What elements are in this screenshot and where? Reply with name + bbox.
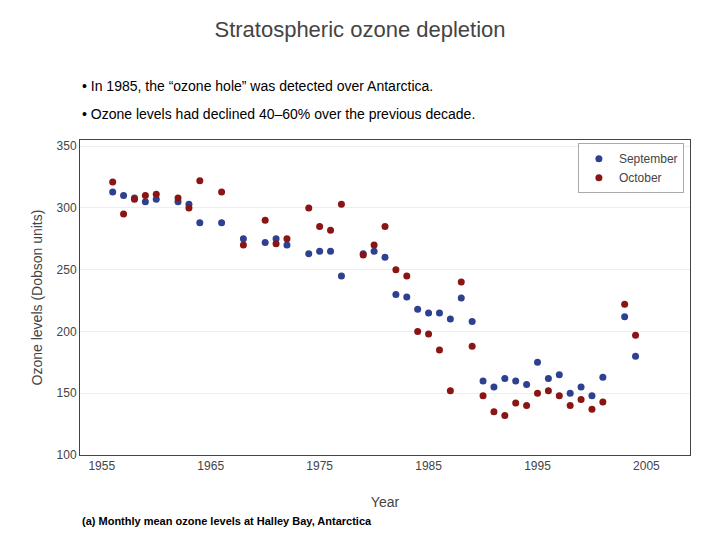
svg-text:(a) Monthly mean ozone levels: (a) Monthly mean ozone levels at Halley … xyxy=(82,515,372,527)
svg-text:September: September xyxy=(619,152,678,166)
svg-text:1985: 1985 xyxy=(415,459,442,473)
svg-text:• Ozone levels had declined 40: • Ozone levels had declined 40–60% over … xyxy=(82,106,475,122)
svg-text:1965: 1965 xyxy=(197,459,224,473)
svg-text:• In 1985, the “ozone hole” wa: • In 1985, the “ozone hole” was detected… xyxy=(82,78,433,94)
svg-text:1995: 1995 xyxy=(524,459,551,473)
svg-text:Ozone levels (Dobson units): Ozone levels (Dobson units) xyxy=(29,210,45,386)
svg-text:100: 100 xyxy=(57,448,77,462)
svg-text:1975: 1975 xyxy=(306,459,333,473)
svg-text:Year: Year xyxy=(371,494,400,510)
svg-text:1955: 1955 xyxy=(88,459,115,473)
svg-text:150: 150 xyxy=(57,386,77,400)
svg-text:200: 200 xyxy=(57,325,77,339)
svg-text:2005: 2005 xyxy=(633,459,660,473)
svg-text:350: 350 xyxy=(57,139,77,153)
svg-text:Stratospheric ozone depletion: Stratospheric ozone depletion xyxy=(214,17,505,42)
svg-text:250: 250 xyxy=(57,263,77,277)
svg-text:October: October xyxy=(619,171,662,185)
svg-text:300: 300 xyxy=(57,201,77,215)
